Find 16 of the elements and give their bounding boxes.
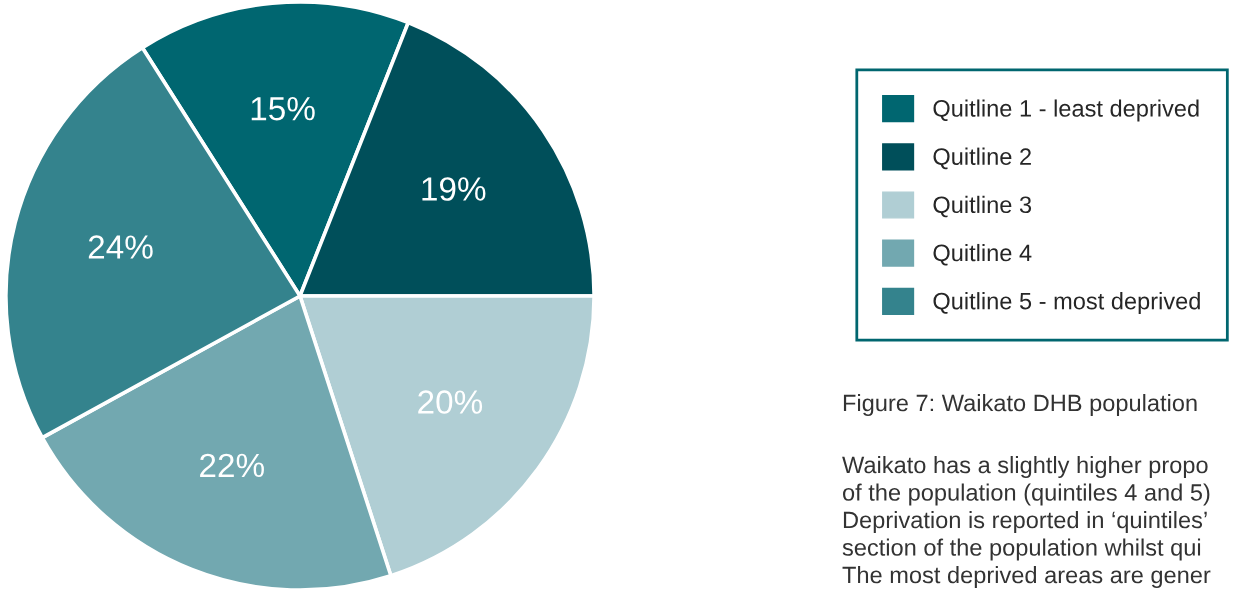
- legend-label: Quitline 4: [933, 243, 1032, 266]
- text: section of the population whilst qui: [842, 538, 1201, 561]
- data-label: 19%: [422, 177, 486, 201]
- legend-label: Quitline 1 - least deprived: [933, 99, 1199, 122]
- legend-label: Quitline 2: [933, 147, 1031, 170]
- text: Waikato has a slightly higher propo: [842, 456, 1208, 479]
- data-label: 20%: [418, 390, 483, 414]
- caption: Figure 7: Waikato DHB population: [843, 393, 1197, 417]
- text: The most deprived areas are gener: [842, 565, 1211, 589]
- data-label: 24%: [88, 235, 153, 259]
- text: Deprivation is reported in ‘quintiles’: [843, 510, 1207, 534]
- legend-label: Quitline 5 - most deprived: [933, 292, 1200, 315]
- data-label: 22%: [200, 453, 264, 478]
- data-label: 15%: [251, 97, 315, 121]
- legend-label: Quitline 3: [933, 195, 1032, 218]
- text: of the population (quintiles 4 and 5): [842, 483, 1210, 506]
